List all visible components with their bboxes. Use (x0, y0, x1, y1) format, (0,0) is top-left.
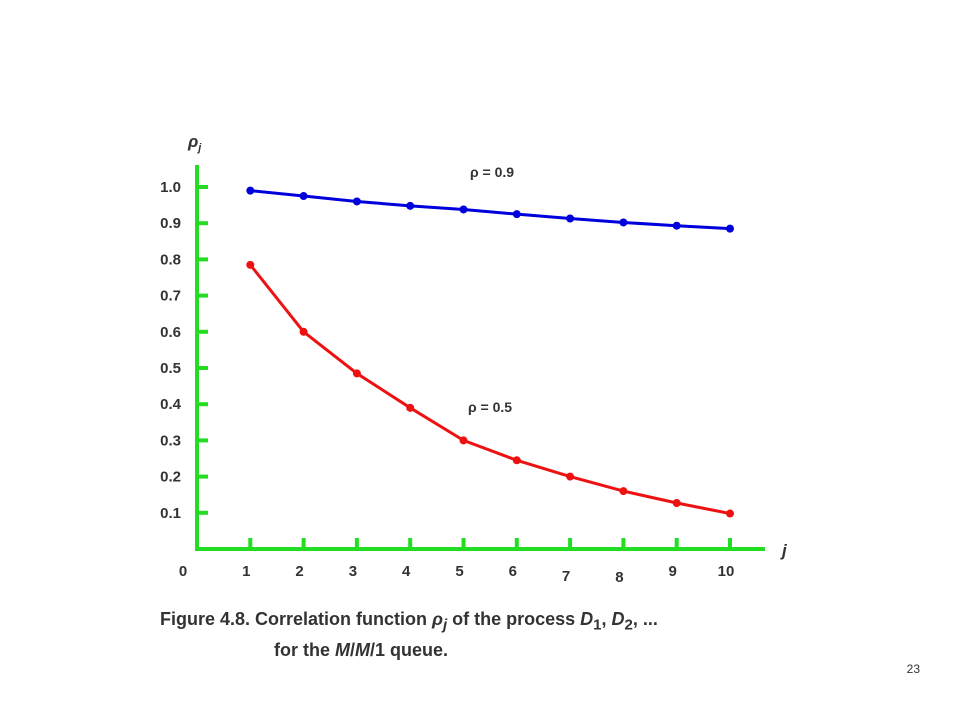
data-point (566, 472, 575, 481)
data-point (566, 214, 575, 223)
x-tick-label: 9 (669, 563, 677, 580)
data-point (512, 210, 521, 219)
y-tick-label: 0.5 (160, 360, 181, 377)
figure-caption: Figure 4.8. Correlation function ρj of t… (160, 607, 800, 662)
data-point (512, 456, 521, 465)
x-tick-label: 3 (349, 563, 357, 580)
data-point (726, 224, 734, 233)
y-axis-title: ρj (187, 132, 202, 154)
data-point (672, 499, 681, 508)
data-point (459, 205, 468, 214)
data-point (619, 487, 628, 496)
origin-label: 0 (179, 563, 187, 580)
y-tick-label: 0.7 (160, 288, 181, 305)
series-label-rho-09: ρ = 0.9 (470, 164, 514, 180)
data-point (299, 327, 308, 336)
y-tick-label: 1.0 (160, 179, 181, 196)
x-tick-label: 4 (402, 563, 411, 580)
data-point (459, 436, 468, 445)
series-label-rho-05: ρ = 0.5 (468, 399, 512, 415)
data-point (246, 260, 255, 269)
y-tick-label: 0.6 (160, 324, 181, 341)
series-points (246, 186, 734, 518)
x-tick-label: 7 (562, 568, 570, 585)
data-point (299, 192, 308, 201)
x-tick-label: 2 (295, 563, 303, 580)
data-point (672, 221, 681, 230)
y-tick-label: 0.2 (160, 469, 181, 486)
x-tick-label: 8 (615, 569, 623, 586)
data-point (726, 509, 734, 518)
y-tick-label: 0.8 (160, 251, 181, 268)
y-tick-label: 0.1 (160, 505, 181, 522)
y-tick-label: 0.4 (160, 396, 182, 413)
y-tick-label: 0.9 (160, 215, 181, 232)
data-point (406, 201, 415, 210)
x-tick-label: 6 (509, 563, 517, 580)
x-axis-ticks: 1 2 3 4 5 6 7 8 9 10 (242, 538, 734, 586)
series-line-1 (249, 263, 731, 515)
data-point (619, 218, 628, 227)
caption-line-2: for the M/M/1 queue. (274, 639, 449, 660)
data-point (352, 197, 361, 206)
x-tick-label: 1 (242, 563, 250, 580)
series-line-0 (250, 189, 731, 231)
series-lines (249, 189, 731, 515)
x-tick-label: 5 (455, 563, 463, 580)
chart-axes (195, 165, 765, 551)
data-point (406, 403, 415, 412)
data-point (246, 186, 255, 195)
y-axis-ticks: 0.1 0.2 0.3 0.4 0.5 0.6 0.7 0.8 0.9 1.0 (160, 179, 208, 522)
caption-line-1: Figure 4.8. Correlation function ρj of t… (160, 609, 658, 634)
x-axis-title: j (780, 541, 788, 560)
data-point (352, 369, 361, 378)
page-number: 23 (906, 662, 920, 676)
y-tick-label: 0.3 (160, 432, 181, 449)
x-tick-label: 10 (718, 563, 735, 580)
